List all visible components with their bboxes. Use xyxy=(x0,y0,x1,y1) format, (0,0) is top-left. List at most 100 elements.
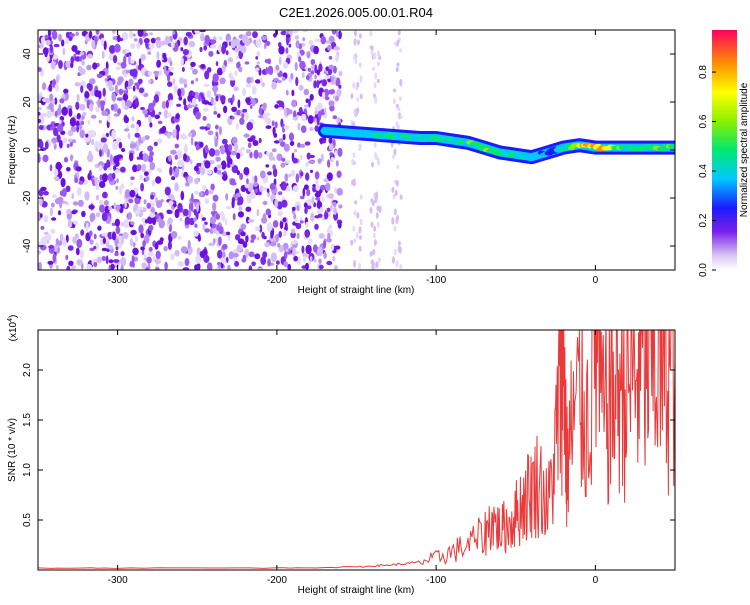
noise-speck xyxy=(371,200,375,207)
ridge-cell xyxy=(359,130,365,135)
noise-speck xyxy=(113,165,117,171)
noise-speck xyxy=(115,185,119,190)
noise-speck xyxy=(130,176,135,180)
noise-speck xyxy=(96,256,103,264)
noise-speck xyxy=(70,154,73,162)
noise-speck xyxy=(305,172,310,181)
noise-speck xyxy=(84,191,90,201)
noise-speck xyxy=(391,256,395,264)
noise-speck xyxy=(120,183,125,190)
noise-speck xyxy=(259,77,263,84)
noise-speck xyxy=(179,217,183,222)
noise-speck xyxy=(372,54,376,60)
noise-speck xyxy=(114,252,119,257)
noise-speck xyxy=(95,106,100,113)
noise-speck xyxy=(305,221,309,228)
noise-speck xyxy=(254,67,260,72)
noise-speck xyxy=(180,57,184,67)
noise-speck xyxy=(263,43,267,50)
noise-speck xyxy=(242,108,248,113)
noise-speck xyxy=(172,129,177,139)
noise-speck xyxy=(310,169,313,173)
noise-speck xyxy=(219,77,226,85)
noise-speck xyxy=(392,193,396,200)
noise-speck xyxy=(231,199,235,209)
noise-speck xyxy=(56,123,64,132)
noise-speck xyxy=(201,162,205,169)
noise-speck xyxy=(393,148,397,156)
noise-speck xyxy=(398,96,402,102)
noise-speck xyxy=(295,173,299,183)
noise-speck xyxy=(76,93,80,102)
noise-speck xyxy=(116,137,121,143)
noise-speck xyxy=(252,31,258,39)
noise-speck xyxy=(313,244,318,253)
noise-speck xyxy=(183,153,187,162)
noise-speck xyxy=(317,158,322,164)
noise-speck xyxy=(324,75,331,80)
noise-speck xyxy=(116,34,121,43)
noise-speck xyxy=(177,159,184,168)
noise-speck xyxy=(353,38,357,46)
noise-speck xyxy=(261,187,268,191)
noise-speck xyxy=(338,204,343,209)
noise-speck xyxy=(306,152,311,160)
noise-speck xyxy=(66,208,72,214)
noise-speck xyxy=(274,198,279,208)
noise-speck xyxy=(57,210,62,216)
noise-speck xyxy=(291,89,295,97)
noise-speck xyxy=(238,206,243,211)
noise-speck xyxy=(87,119,91,126)
noise-speck xyxy=(194,264,199,270)
ridge-cell xyxy=(668,144,675,149)
noise-speck xyxy=(244,61,250,65)
noise-speck xyxy=(50,228,56,234)
noise-speck xyxy=(374,194,378,203)
noise-speck xyxy=(359,235,362,240)
noise-speck xyxy=(144,219,149,224)
noise-speck xyxy=(117,108,122,115)
noise-speck xyxy=(134,235,139,243)
noise-speck xyxy=(318,233,325,239)
noise-speck xyxy=(376,78,380,84)
noise-speck xyxy=(305,162,309,167)
noise-speck xyxy=(226,231,231,236)
noise-speck xyxy=(79,129,85,139)
noise-speck xyxy=(79,68,86,75)
noise-speck xyxy=(132,241,136,248)
noise-speck xyxy=(89,213,96,222)
noise-speck xyxy=(300,143,306,148)
noise-speck xyxy=(291,206,296,211)
noise-speck xyxy=(233,256,238,263)
colorbar-tick-label: 0.2 xyxy=(698,213,709,227)
noise-speck xyxy=(53,127,59,137)
noise-speck xyxy=(122,93,129,101)
noise-speck xyxy=(245,148,252,154)
noise-speck xyxy=(52,54,58,60)
noise-speck xyxy=(325,40,331,44)
noise-speck xyxy=(247,137,254,142)
noise-speck xyxy=(149,161,156,171)
noise-speck xyxy=(307,115,314,124)
noise-speck xyxy=(314,38,321,43)
noise-speck xyxy=(267,171,272,176)
noise-speck xyxy=(132,247,139,256)
noise-speck xyxy=(53,43,60,48)
noise-speck xyxy=(141,136,146,142)
snr-y-multiplier: (x104) xyxy=(7,315,19,342)
spectrogram-x-axis: -300 -200 -100 0 xyxy=(108,30,599,286)
noise-speck xyxy=(148,79,152,84)
noise-speck xyxy=(327,232,331,240)
noise-speck xyxy=(292,157,298,164)
snr-x-axis: -300 -200 -100 0 xyxy=(108,330,599,586)
noise-speck xyxy=(137,30,144,37)
noise-speck xyxy=(330,76,334,82)
noise-speck xyxy=(215,267,220,270)
noise-speck xyxy=(294,61,298,71)
noise-speck xyxy=(358,226,362,234)
colorbar-tick-label: 0.8 xyxy=(698,65,709,79)
noise-speck xyxy=(170,253,175,261)
noise-speck xyxy=(78,180,84,185)
noise-speck xyxy=(228,144,233,152)
noise-speck xyxy=(188,209,192,218)
